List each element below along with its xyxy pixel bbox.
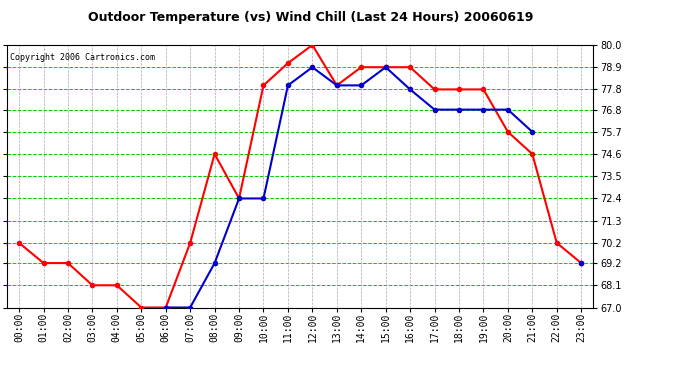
Text: Outdoor Temperature (vs) Wind Chill (Last 24 Hours) 20060619: Outdoor Temperature (vs) Wind Chill (Las… [88, 11, 533, 24]
Text: Copyright 2006 Cartronics.com: Copyright 2006 Cartronics.com [10, 53, 155, 62]
